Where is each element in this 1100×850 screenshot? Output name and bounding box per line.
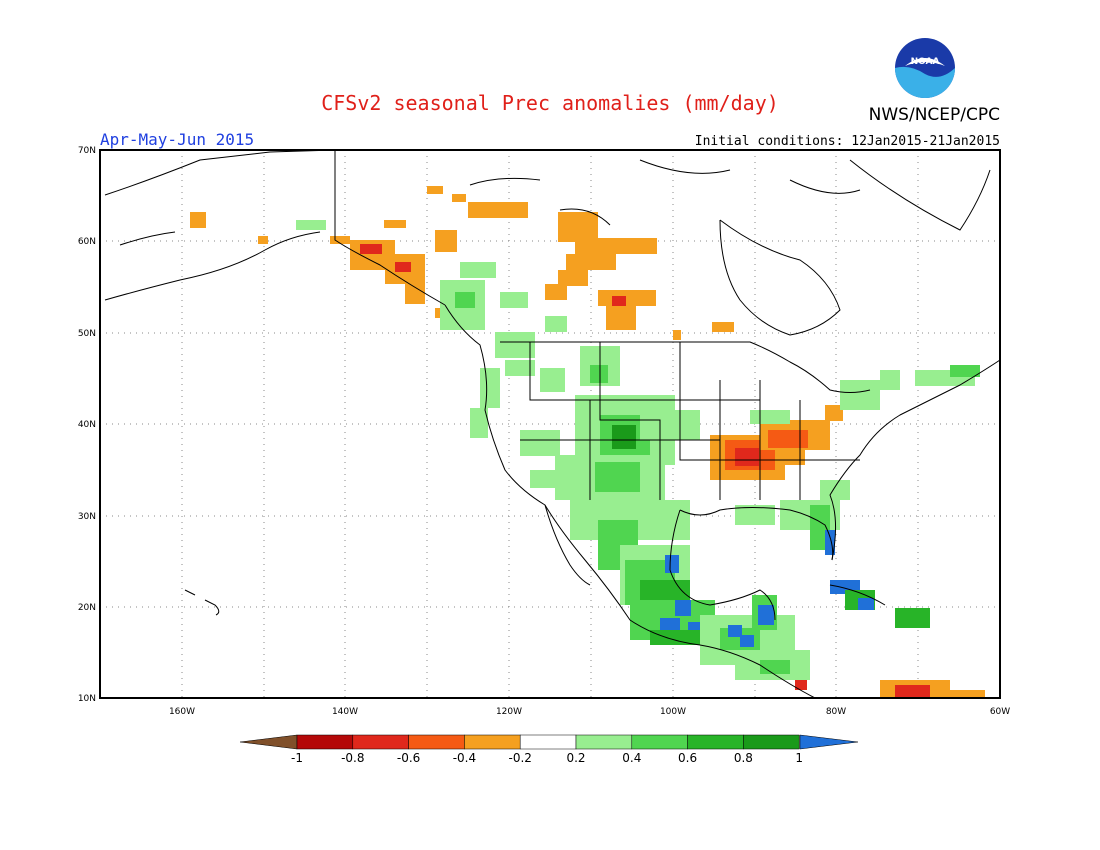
initial-conditions-label: Initial conditions: 12Jan2015-21Jan2015: [695, 134, 1000, 149]
legend-swatch: [687, 734, 744, 750]
lat-label: 70N: [78, 146, 96, 156]
legend-swatch: [743, 734, 800, 750]
legend-tick-label: 0.2: [566, 751, 585, 765]
legend-tick-label: 0.8: [734, 751, 753, 765]
legend-swatch: [631, 734, 688, 750]
lat-label: 20N: [78, 603, 96, 613]
lon-label: 160W: [169, 707, 195, 717]
lat-label: 60N: [78, 237, 96, 247]
noaa-logo-text: NOAA: [911, 57, 940, 67]
lon-label: 60W: [990, 707, 1010, 717]
map-panel: 70N 60N 50N 40N 30N 20N 10N 160W 140W 12…: [78, 146, 1010, 717]
longitude-labels: 160W 140W 120W 100W 80W 60W: [169, 707, 1010, 717]
legend-swatch: [464, 734, 521, 750]
legend-tick-label: -1: [291, 751, 303, 765]
legend-tick-label: 0.4: [622, 751, 641, 765]
lon-label: 100W: [660, 707, 686, 717]
figure-title: CFSv2 seasonal Prec anomalies (mm/day): [321, 91, 779, 115]
legend-tick-label: 0.6: [678, 751, 697, 765]
legend-tick-label: -0.2: [508, 751, 531, 765]
legend-low-arrow: [239, 734, 298, 750]
legend-tick-label: -0.4: [453, 751, 476, 765]
legend-swatch: [296, 734, 354, 750]
lat-label: 10N: [78, 694, 96, 704]
agency-label: NWS/NCEP/CPC: [869, 105, 1000, 125]
legend-tick-label: -0.8: [341, 751, 364, 765]
legend-tick-label: -0.6: [397, 751, 420, 765]
season-label: Apr-May-Jun 2015: [100, 130, 254, 149]
legend-swatch: [519, 734, 577, 750]
lon-label: 140W: [332, 707, 358, 717]
color-legend: -1 -0.8 -0.6 -0.4 -0.2 0.2 0.4 0.6 0.8 1: [239, 734, 859, 765]
map-frame: [99, 149, 1001, 699]
legend-high-arrow: [799, 734, 859, 750]
lat-label: 30N: [78, 512, 96, 522]
anomaly-shading: [190, 186, 985, 698]
legend-swatch: [352, 734, 409, 750]
legend-swatch: [408, 734, 465, 750]
lat-label: 40N: [78, 420, 96, 430]
coastlines-borders: [104, 149, 1001, 699]
noaa-logo: NOAA: [895, 38, 955, 98]
latitude-labels: 70N 60N 50N 40N 30N 20N 10N: [78, 146, 96, 704]
lon-label: 120W: [496, 707, 522, 717]
lat-label: 50N: [78, 329, 96, 339]
lon-label: 80W: [826, 707, 846, 717]
legend-swatch: [575, 734, 633, 750]
legend-tick-label: 1: [795, 751, 803, 765]
